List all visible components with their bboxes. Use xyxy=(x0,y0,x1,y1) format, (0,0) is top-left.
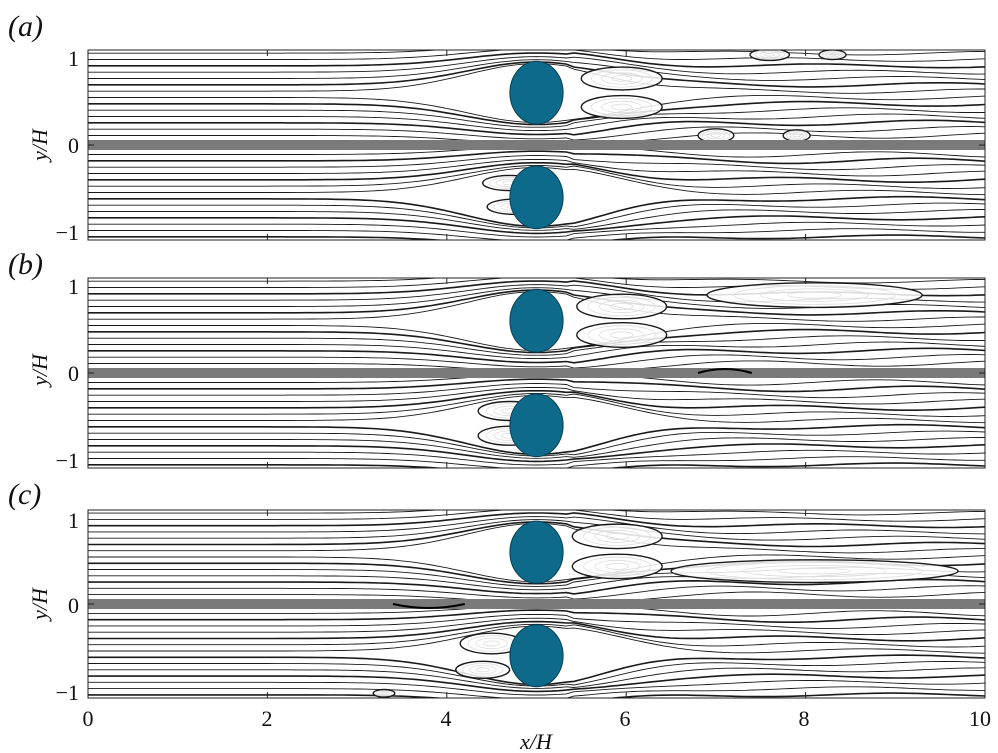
streamline xyxy=(88,221,985,238)
streamline xyxy=(88,228,985,240)
streamline xyxy=(88,686,985,698)
center-wall xyxy=(88,140,985,150)
recirculation-eddy xyxy=(580,66,663,91)
y-tick-label: 1 xyxy=(68,274,79,299)
y-tick-label: 0 xyxy=(68,133,79,158)
recirculation-eddy xyxy=(782,129,811,142)
cylinder xyxy=(509,624,564,688)
recirculation-eddy xyxy=(749,50,791,62)
recirculation-eddy xyxy=(571,553,663,580)
panel-label-a: (a) xyxy=(8,10,43,43)
y-tick-label: 0 xyxy=(68,593,79,618)
streamline xyxy=(88,673,985,693)
streamline xyxy=(88,390,985,411)
streamline xyxy=(88,512,985,529)
cylinder xyxy=(509,60,564,125)
panel-plot-area xyxy=(88,278,985,468)
panels-layer xyxy=(87,49,986,699)
x-tick-label: 6 xyxy=(620,706,631,731)
streamline xyxy=(88,510,985,522)
streamline xyxy=(88,234,985,240)
wall-separation-line xyxy=(697,368,753,374)
streamline xyxy=(88,585,985,600)
center-wall xyxy=(88,368,985,378)
streamline xyxy=(88,386,985,405)
streamline xyxy=(88,126,985,141)
streamline xyxy=(88,378,985,393)
y-axis-label-c: y/H xyxy=(27,587,52,622)
y-tick-label: 0 xyxy=(68,361,79,386)
streamline xyxy=(88,449,985,466)
streamline xyxy=(88,680,985,696)
streamline xyxy=(88,113,985,132)
streamline xyxy=(88,516,985,535)
streamline xyxy=(88,354,985,369)
y-tick-label: −1 xyxy=(56,448,79,473)
panel-a xyxy=(87,49,986,241)
panel-c xyxy=(87,509,986,699)
y-tick-label: −1 xyxy=(56,220,79,245)
panel-label-b: (b) xyxy=(8,248,43,281)
streamline xyxy=(88,437,985,459)
panel-b xyxy=(87,277,986,469)
streamline xyxy=(88,462,985,468)
recirculation-eddy xyxy=(580,94,663,120)
center-wall xyxy=(88,599,985,609)
streamline xyxy=(88,456,985,468)
streamline xyxy=(88,613,985,629)
streamline xyxy=(88,609,985,623)
y-tick-label: 1 xyxy=(68,46,79,71)
streamline xyxy=(88,617,985,636)
streamline xyxy=(88,150,985,165)
streamline xyxy=(88,519,985,541)
streamline xyxy=(88,158,985,177)
streamline xyxy=(88,335,985,356)
panel-label-c: (c) xyxy=(8,478,41,511)
x-tick-label: 0 xyxy=(83,706,94,731)
x-tick-label: 4 xyxy=(441,706,452,731)
recirculation-eddy xyxy=(818,50,847,61)
x-axis-label: x/H xyxy=(519,729,553,753)
streamline xyxy=(88,119,985,136)
streamline xyxy=(88,620,985,642)
streamline xyxy=(88,107,985,128)
streamline xyxy=(88,347,985,364)
streamline xyxy=(88,383,985,399)
cylinder xyxy=(509,165,564,230)
recirculation-eddy xyxy=(571,523,663,550)
panel-plot-area xyxy=(88,50,985,240)
x-tick-label: 2 xyxy=(262,706,273,731)
streamline xyxy=(88,215,985,235)
y-tick-label: −1 xyxy=(56,680,79,705)
recirculation-eddy xyxy=(576,322,668,349)
streamline xyxy=(88,667,985,689)
x-tick-label: 10 xyxy=(969,706,991,731)
y-axis-label-b: y/H xyxy=(27,353,52,388)
y-axis-label-a: y/H xyxy=(27,128,52,163)
streamline xyxy=(88,578,985,595)
y-tick-label: 1 xyxy=(68,508,79,533)
streamline xyxy=(88,162,985,183)
streamline xyxy=(88,510,985,516)
recirculation-eddy xyxy=(670,559,959,584)
cylinder xyxy=(509,520,564,584)
streamline xyxy=(88,341,985,360)
streamline xyxy=(88,56,985,75)
streamline xyxy=(88,209,985,231)
recirculation-eddy xyxy=(706,282,923,309)
x-tick-label: 8 xyxy=(799,706,810,731)
streamline xyxy=(88,52,985,69)
streamline xyxy=(88,443,985,463)
recirculation-eddy xyxy=(455,660,511,679)
streamline xyxy=(88,155,985,171)
streamline xyxy=(88,59,985,81)
wall-separation-line xyxy=(392,603,465,609)
cylinder xyxy=(509,393,564,458)
recirculation-eddy xyxy=(576,293,668,320)
streamline xyxy=(88,692,985,698)
recirculation-eddy xyxy=(372,688,396,698)
cylinder xyxy=(509,288,564,353)
